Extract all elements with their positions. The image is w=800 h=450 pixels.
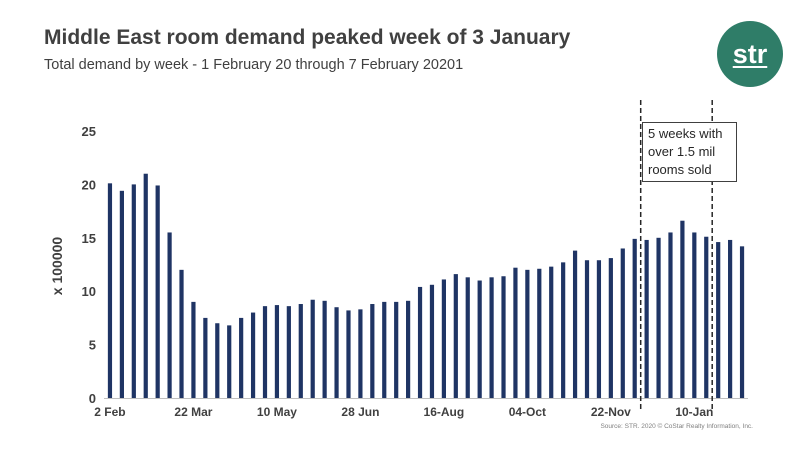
bar [167, 232, 172, 398]
bar [477, 280, 482, 398]
y-tick-label: 5 [89, 338, 96, 353]
bar [286, 306, 291, 398]
x-tick-label: 28 Jun [341, 405, 379, 419]
bar [358, 309, 363, 398]
bar [692, 232, 697, 398]
bar [572, 250, 578, 398]
bar [561, 262, 566, 398]
bar [215, 323, 220, 398]
bar [739, 246, 745, 398]
x-tick-label: 22 Mar [174, 405, 212, 419]
logo-text: str [732, 38, 768, 69]
bar [191, 301, 196, 398]
bar [203, 317, 208, 398]
bar [322, 300, 327, 398]
x-tick-label: 16-Aug [424, 405, 465, 419]
y-axis-label: x 100000 [49, 237, 65, 296]
bar [537, 268, 542, 398]
chart-title: Middle East room demand peaked week of 3… [44, 26, 571, 49]
bar [728, 239, 733, 398]
bar [370, 304, 375, 398]
bar [680, 220, 685, 398]
bar [584, 260, 590, 398]
bar [250, 312, 256, 398]
x-tick-label: 10-Jan [675, 405, 713, 419]
bar [549, 266, 554, 398]
bar [417, 286, 423, 398]
bar [406, 300, 411, 398]
bar [394, 301, 399, 398]
bar [179, 269, 184, 398]
bar [656, 237, 661, 398]
annotation-text: over 1.5 mil [648, 144, 715, 159]
bar [489, 277, 494, 398]
chart-subtitle: Total demand by week - 1 February 20 thr… [44, 57, 464, 73]
bar [596, 260, 602, 398]
bar [644, 239, 649, 398]
y-tick-label: 20 [82, 177, 96, 192]
bar [608, 258, 613, 398]
bar [274, 305, 280, 398]
bar [346, 310, 351, 398]
bar [513, 267, 518, 398]
bar [334, 307, 339, 398]
bar [382, 301, 387, 398]
bar [131, 184, 136, 398]
bar [227, 325, 232, 398]
y-tick-label: 25 [82, 124, 96, 139]
bar [441, 279, 446, 398]
bar [298, 304, 303, 398]
bar [155, 185, 160, 398]
bar [716, 242, 721, 398]
bar [632, 238, 637, 398]
bar [668, 232, 673, 398]
annotation-box [642, 122, 737, 182]
annotation-text: rooms sold [648, 162, 712, 177]
y-tick-label: 15 [82, 231, 96, 246]
bar [525, 269, 530, 398]
x-tick-label: 2 Feb [94, 405, 125, 419]
bar [429, 284, 435, 398]
x-tick-label: 04-Oct [509, 405, 546, 419]
x-tick-label: 22-Nov [591, 405, 631, 419]
y-tick-label: 10 [82, 284, 96, 299]
str-logo: str [717, 21, 783, 87]
bar [262, 306, 268, 398]
y-tick-label: 0 [89, 391, 96, 406]
bar [620, 248, 625, 398]
bar [310, 299, 315, 398]
bar [107, 183, 113, 398]
bar [704, 236, 709, 398]
annotation-text: 5 weeks with [648, 126, 722, 141]
bar [453, 274, 458, 398]
bar [119, 190, 124, 398]
bar [239, 317, 244, 398]
x-tick-label: 10 May [257, 405, 297, 419]
bar [143, 173, 148, 398]
bar [465, 277, 470, 398]
source-note: Source: STR. 2020 © CoStar Realty Inform… [600, 423, 753, 430]
bar [501, 276, 506, 398]
